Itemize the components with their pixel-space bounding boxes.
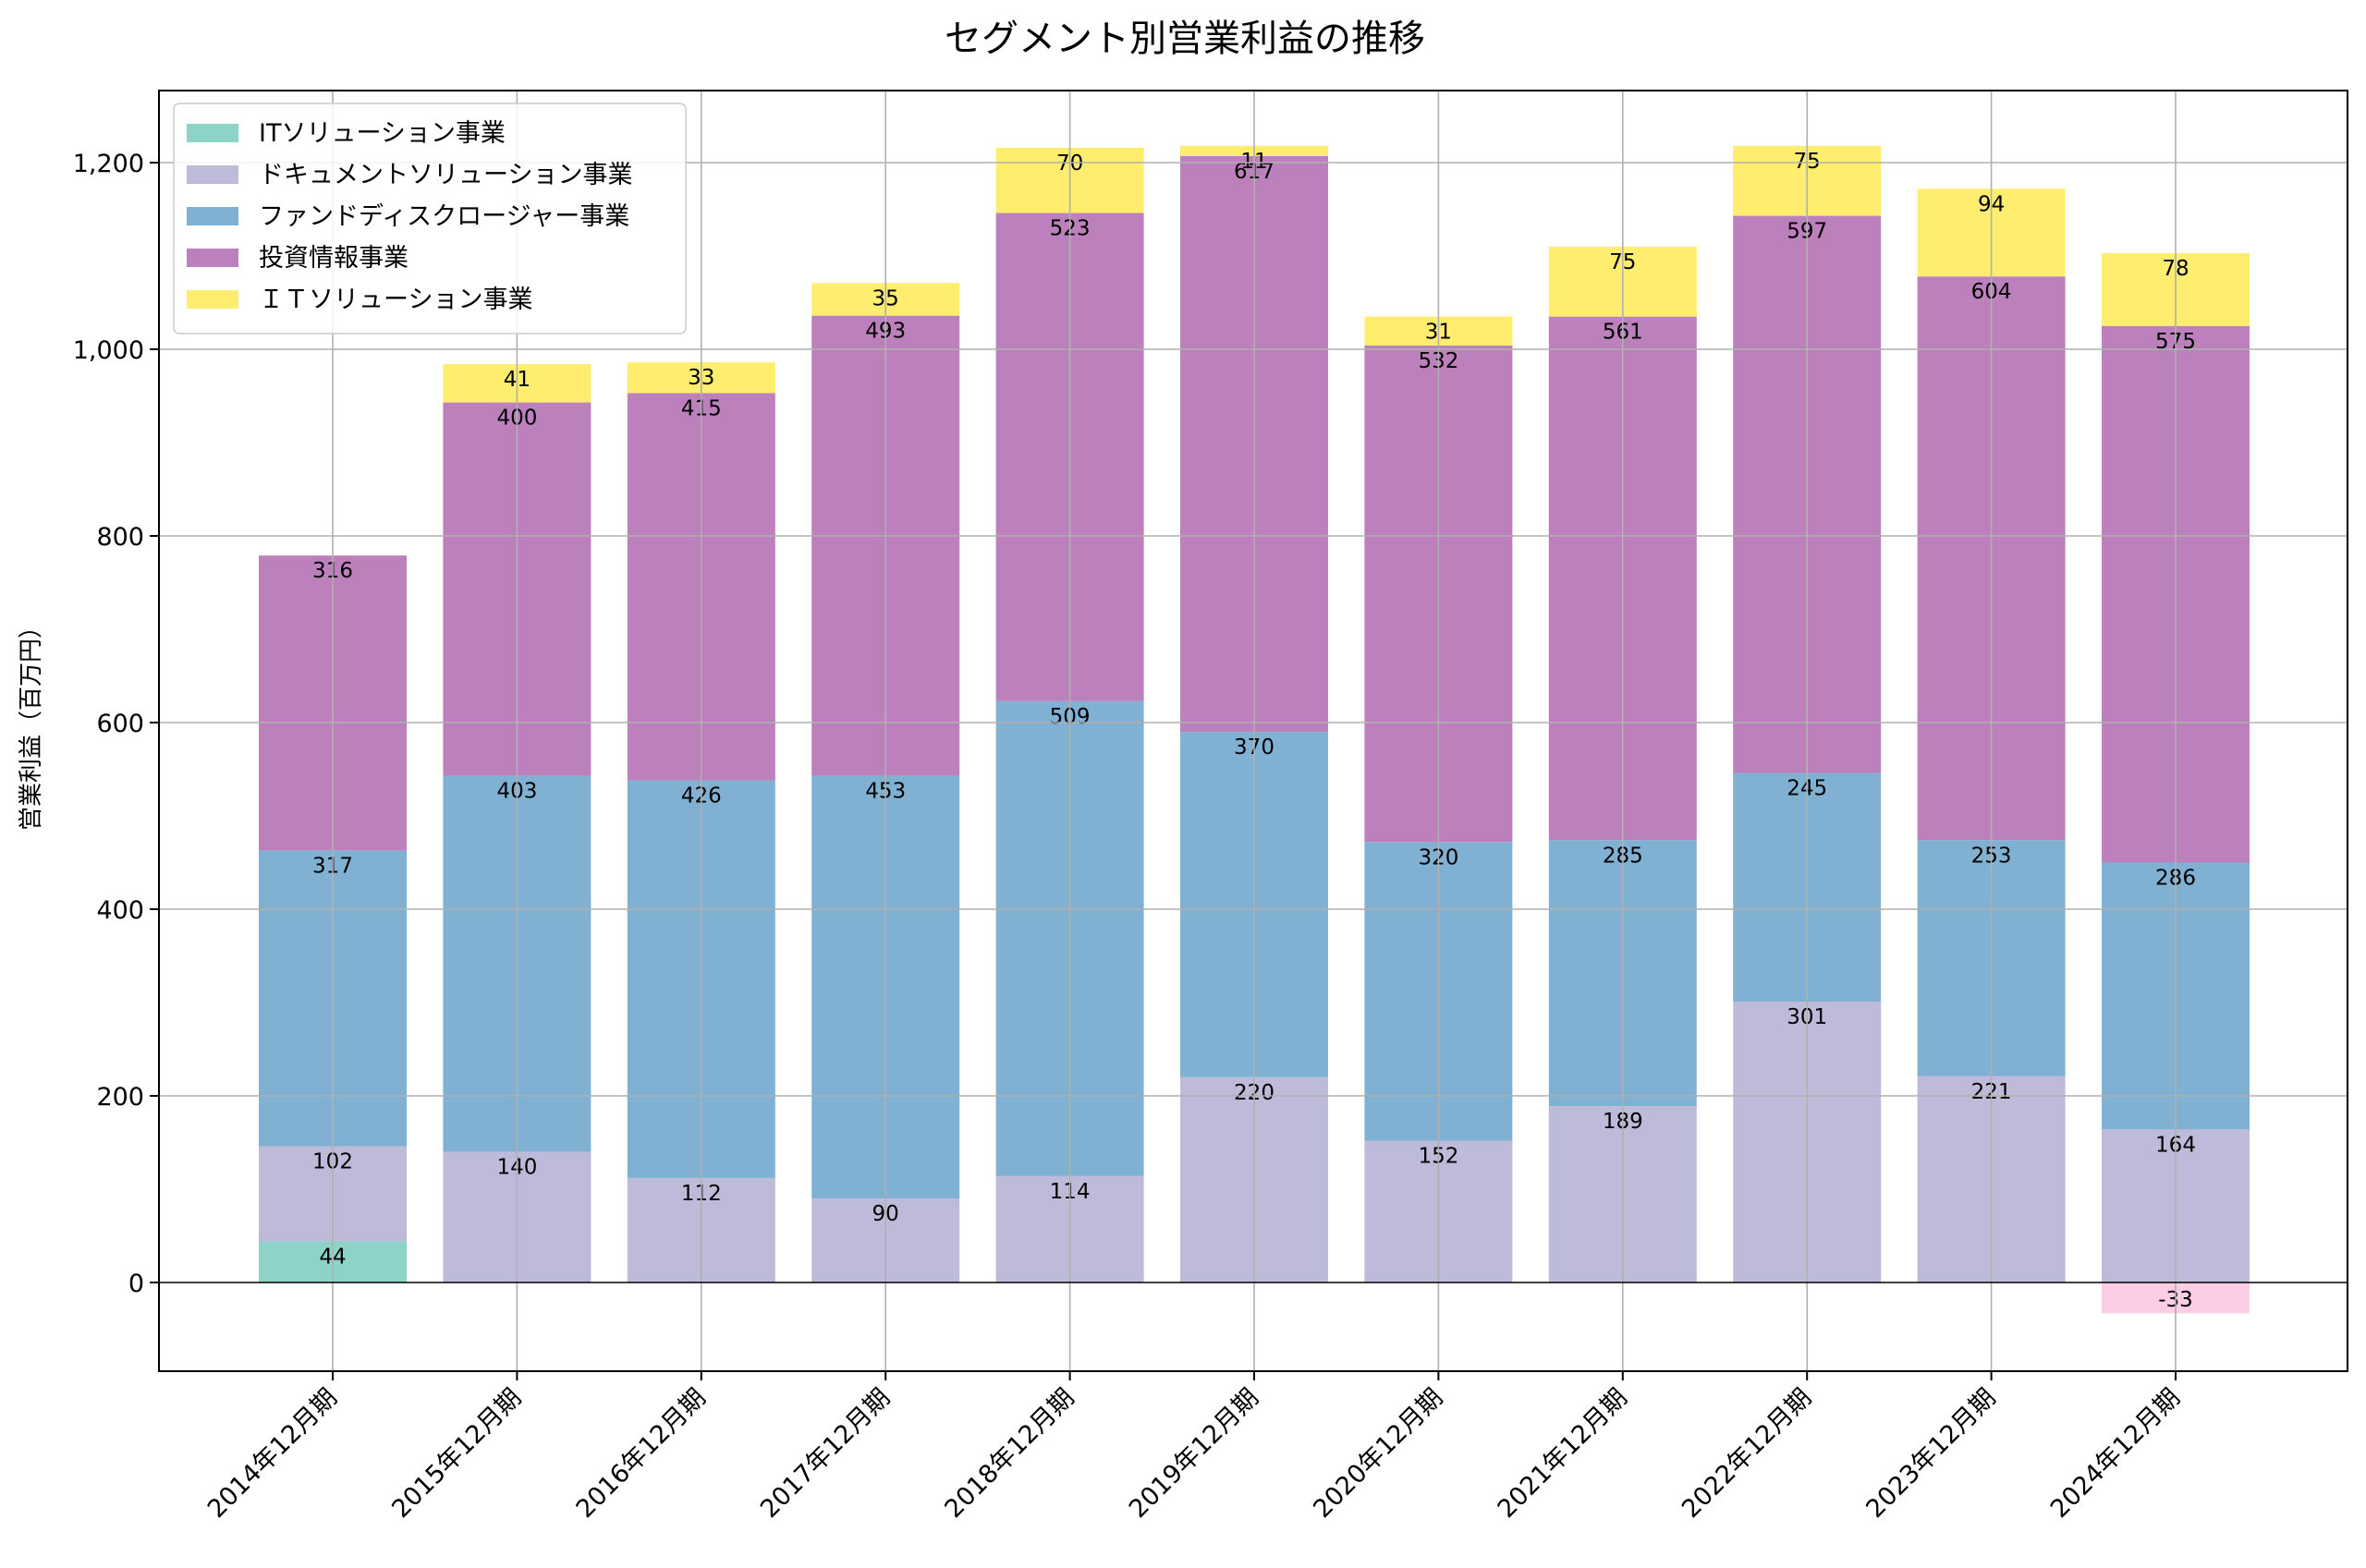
y-tick-label: 800 [96,523,144,552]
x-tick-label: 2018年12月期 [939,1383,1079,1524]
x-axis: 2014年12月期 2015年12月期 2016年12月期 2017年12月期 2018… [202,1371,2186,1524]
x-tick-label: 2019年12月期 [1124,1383,1264,1524]
x-tick-label: 2023年12月期 [1860,1383,2001,1524]
y-axis-label: 営業利益（百万円） [18,614,45,831]
y-tick-label: 1,200 [73,150,144,178]
legend-entry: ドキュメントソリューション事業 [259,161,632,189]
legend-entry: ファンドディスクロージャー事業 [259,202,629,231]
x-tick-label: 2022年12月期 [1677,1383,1817,1524]
legend-swatch [187,249,238,267]
x-tick-label: 2017年12月期 [755,1383,896,1524]
x-tick-label: 2021年12月期 [1493,1383,1633,1524]
x-tick-label: 2016年12月期 [571,1383,712,1524]
chart-title: セグメント別営業利益の推移 [945,18,1425,60]
x-tick-label: 2024年12月期 [2045,1383,2186,1524]
legend-swatch [187,207,238,225]
legend-swatch [187,165,238,184]
legend-entry: ITソリューション事業 [259,119,506,148]
y-tick-label: 1,000 [73,336,144,365]
legend-swatch [187,124,238,142]
legend: ITソリューション事業ドキュメントソリューション事業ファンドディスクロージャー事… [173,103,687,334]
y-tick-label: 600 [96,710,144,738]
x-tick-label: 2014年12月期 [202,1383,343,1524]
legend-box [173,103,687,334]
plot-area: 4410231731614040340041112426415339045349… [73,90,2348,1524]
legend-entry: ＩＴソリューション事業 [259,286,532,314]
y-tick-label: 0 [128,1270,144,1298]
y-axis: 0 200 400 600 800 1,000 1,200 [73,150,159,1298]
y-tick-label: 400 [96,896,144,925]
x-tick-label: 2020年12月期 [1308,1383,1448,1524]
legend-entry: 投資情報事業 [259,244,409,273]
y-tick-label: 200 [96,1083,144,1112]
legend-swatch [187,290,238,309]
x-tick-label: 2015年12月期 [386,1383,527,1524]
